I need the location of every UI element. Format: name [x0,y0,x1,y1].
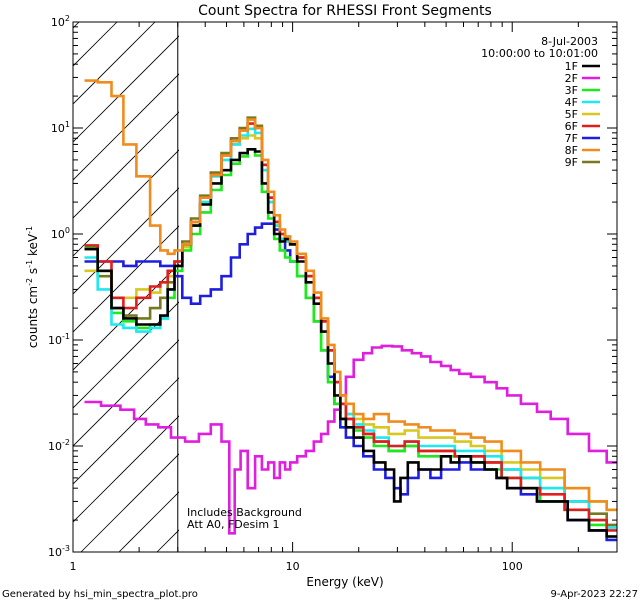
x-axis-label: Energy (keV) [306,575,383,589]
hatch-line [73,377,179,485]
y-axis-label-exp2: -1 [25,260,34,268]
hatch-line [73,225,179,333]
attenuator-hatch [0,22,640,552]
series-line-4F [84,127,617,529]
hatch-line [73,22,118,67]
series-line-5F [84,134,617,512]
time-range-label: 10:00:00 to 10:01:00 [481,47,598,60]
series-line-2F [84,344,617,535]
legend-label-4F: 4F [565,96,578,109]
y-tick-label: 101 [51,120,70,135]
hatch-line [73,415,179,523]
y-tick-label: 10-3 [48,544,70,559]
legend-label-6F: 6F [565,120,578,133]
y-axis-label-kev: keV [26,233,40,260]
date-label: 8-Jul-2003 [541,35,598,48]
legend-label-1F: 1F [565,60,578,73]
legend-label-8F: 8F [565,144,578,157]
hatch-line [73,73,179,181]
y-tick-label: 10-2 [48,438,70,453]
legend-label-2F: 2F [565,72,578,85]
series-line-8F [84,79,617,512]
hatch-line [80,453,179,552]
hatch-line [73,263,179,371]
y-tick-label: 10-1 [48,332,70,347]
plot-frame [72,21,618,553]
hatch-line [73,22,156,105]
hatch-line [118,491,179,552]
y-axis-label-s: s [26,268,40,278]
x-tick-label: 1 [70,560,77,573]
timestamp-label: 9-Apr-2023 22:27 [551,589,638,600]
hatch-line [233,22,640,552]
hatch-line [73,187,179,295]
legend-label-5F: 5F [565,108,578,121]
legend-label-9F: 9F [565,156,578,169]
y-axis-label-exp3: -1 [25,226,34,234]
legend-label-3F: 3F [565,84,578,97]
y-axis-label-exp1: -2 [25,278,34,286]
y-axis-label: counts cm-2 s-1 keV-1 [25,226,40,348]
hatch-line [73,35,179,143]
legend-label-7F: 7F [565,132,578,145]
y-tick-label: 100 [51,226,70,241]
x-axis-ticks: 1 10 100 [70,22,618,573]
chart-title: Count Spectra for RHESSI Front Segments [198,3,492,19]
x-tick-label: 10 [286,560,300,573]
annotation-attenuator: Att A0, FDesim 1 [187,518,280,531]
series-layer [84,79,617,542]
hatch-line [0,22,3,552]
y-tick-label: 102 [51,14,70,29]
x-tick-label: 100 [502,560,523,573]
generated-by-label: Generated by hsi_min_spectra_plot.pro [2,589,198,600]
y-axis-ticks: 10-3 10-2 10-1 100 101 102 [48,14,617,559]
series-line-9F [84,116,617,527]
y-axis-label-main: counts cm [26,286,40,348]
annotation-background: Includes Background [187,506,302,519]
